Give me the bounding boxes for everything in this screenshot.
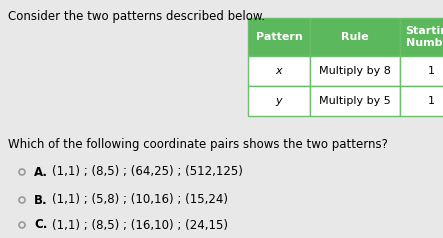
Text: (1,1) ; (8,5) ; (16,10) ; (24,15): (1,1) ; (8,5) ; (16,10) ; (24,15) [52,218,228,232]
Text: B.: B. [34,193,48,207]
Text: Multiply by 5: Multiply by 5 [319,96,391,106]
Text: y: y [276,96,282,106]
Text: C.: C. [34,218,47,232]
Text: 1: 1 [427,66,435,76]
Text: Pattern: Pattern [256,32,303,42]
Text: Multiply by 8: Multiply by 8 [319,66,391,76]
Text: Starting
Number: Starting Number [405,26,443,48]
Text: Rule: Rule [341,32,369,42]
Text: Which of the following coordinate pairs shows the two patterns?: Which of the following coordinate pairs … [8,138,388,151]
Text: Consider the two patterns described below.: Consider the two patterns described belo… [8,10,265,23]
Text: 1: 1 [427,96,435,106]
Text: x: x [276,66,282,76]
Text: (1,1) ; (5,8) ; (10,16) ; (15,24): (1,1) ; (5,8) ; (10,16) ; (15,24) [52,193,228,207]
Text: (1,1) ; (8,5) ; (64,25) ; (512,125): (1,1) ; (8,5) ; (64,25) ; (512,125) [52,165,243,178]
Text: A.: A. [34,165,48,178]
